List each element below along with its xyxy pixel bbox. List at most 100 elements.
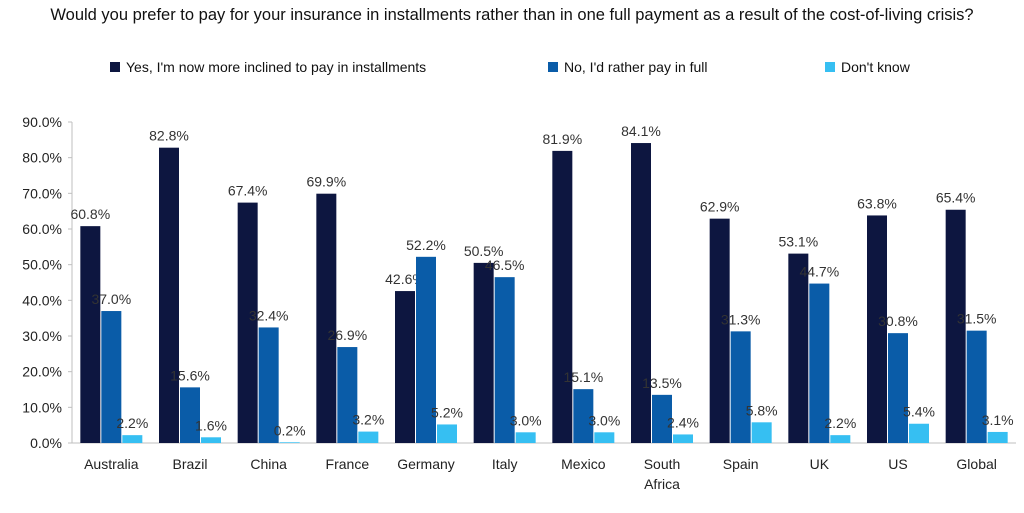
bar	[751, 422, 772, 443]
x-tick-label: Australia	[84, 456, 139, 472]
data-label: 3.0%	[510, 412, 542, 428]
legend-swatch-yes	[110, 62, 120, 72]
data-label: 5.2%	[431, 404, 463, 420]
data-label: 53.1%	[778, 234, 818, 250]
bar	[966, 330, 987, 443]
x-tick-label: South Africa	[644, 456, 681, 492]
bar	[673, 434, 693, 443]
bar	[279, 442, 300, 443]
legend-item-no: No, I'd rather pay in full	[548, 59, 708, 75]
y-tick-label: 90.0%	[22, 114, 62, 130]
bar	[159, 147, 179, 443]
data-label: 31.3%	[721, 311, 761, 327]
bar	[730, 331, 751, 443]
legend-item-yes: Yes, I'm now more inclined to pay in ins…	[110, 59, 426, 75]
bar	[101, 311, 122, 443]
data-label: 37.0%	[91, 291, 131, 307]
x-tick-label: Mexico	[561, 456, 606, 472]
legend-label-yes: Yes, I'm now more inclined to pay in ins…	[126, 59, 427, 75]
bar	[316, 193, 337, 443]
data-label: 30.8%	[878, 313, 918, 329]
data-label: 67.4%	[228, 183, 268, 199]
bar	[494, 277, 515, 443]
y-tick-label: 80.0%	[22, 150, 62, 166]
bar	[337, 347, 358, 443]
x-tick-label: US	[888, 456, 907, 472]
data-label: 52.2%	[406, 237, 446, 253]
x-tick-label: Spain	[723, 456, 759, 472]
data-label: 3.2%	[352, 412, 384, 428]
bar	[180, 387, 200, 443]
data-label: 26.9%	[327, 327, 367, 343]
bar	[358, 431, 379, 443]
legend-label-no: No, I'd rather pay in full	[564, 59, 708, 75]
x-tick-label: France	[326, 456, 370, 472]
data-label: 65.4%	[936, 190, 976, 206]
bar	[652, 394, 672, 443]
data-label: 13.5%	[642, 375, 682, 391]
y-tick-label: 30.0%	[22, 328, 62, 344]
y-tick-label: 60.0%	[22, 221, 62, 237]
bar	[416, 256, 436, 443]
y-tick-label: 20.0%	[22, 364, 62, 380]
bar	[237, 202, 258, 443]
x-tick-label: Germany	[397, 456, 455, 472]
bar	[80, 226, 101, 443]
data-label: 81.9%	[542, 131, 582, 147]
legend-swatch-dont-know	[825, 62, 835, 72]
data-label: 82.8%	[149, 128, 189, 144]
bar	[395, 291, 415, 443]
bar	[201, 437, 221, 443]
legend-label-dont-know: Don't know	[841, 59, 910, 75]
data-label: 1.6%	[195, 417, 227, 433]
data-label: 15.1%	[563, 369, 603, 385]
data-label: 3.0%	[588, 412, 620, 428]
bar	[909, 423, 929, 443]
x-tick-label: UK	[810, 456, 830, 472]
bar	[437, 424, 457, 443]
data-label: 46.5%	[485, 257, 525, 273]
bar	[594, 432, 615, 443]
data-label: 2.2%	[824, 415, 856, 431]
data-label: 2.2%	[116, 415, 148, 431]
legend: Yes, I'm now more inclined to pay in ins…	[0, 59, 1024, 81]
bar	[945, 209, 966, 443]
y-tick-label: 50.0%	[22, 257, 62, 273]
bar	[709, 218, 730, 443]
data-label: 32.4%	[249, 307, 289, 323]
bar	[515, 432, 536, 443]
data-label: 2.4%	[667, 414, 699, 430]
bar	[888, 333, 908, 443]
data-label: 5.4%	[903, 404, 935, 420]
bar	[809, 283, 830, 443]
y-tick-label: 0.0%	[30, 435, 62, 451]
x-tick-label: China	[250, 456, 287, 472]
chart-title: Would you prefer to pay for your insuran…	[50, 6, 974, 24]
data-label: 62.9%	[700, 199, 740, 215]
data-label: 69.9%	[306, 174, 346, 190]
y-tick-label: 10.0%	[22, 399, 62, 415]
bar	[552, 150, 573, 443]
bar	[867, 215, 887, 443]
x-tick-label: Global	[956, 456, 996, 472]
bar	[830, 435, 851, 443]
x-tick-label: Italy	[492, 456, 518, 472]
bar	[573, 389, 594, 443]
data-label: 15.6%	[170, 367, 210, 383]
data-label: 60.8%	[70, 206, 110, 222]
legend-swatch-no	[548, 62, 558, 72]
data-label: 42.6%	[385, 271, 425, 287]
bar	[122, 435, 143, 443]
bar	[631, 143, 651, 443]
data-label: 63.8%	[857, 195, 897, 211]
data-label: 84.1%	[621, 123, 661, 139]
x-tick-label: Brazil	[172, 456, 207, 472]
bar	[258, 327, 279, 443]
data-label: 3.1%	[982, 412, 1014, 428]
data-label: 31.5%	[957, 311, 997, 327]
data-label: 50.5%	[464, 243, 504, 259]
bar	[473, 262, 494, 443]
data-label: 5.8%	[746, 402, 778, 418]
